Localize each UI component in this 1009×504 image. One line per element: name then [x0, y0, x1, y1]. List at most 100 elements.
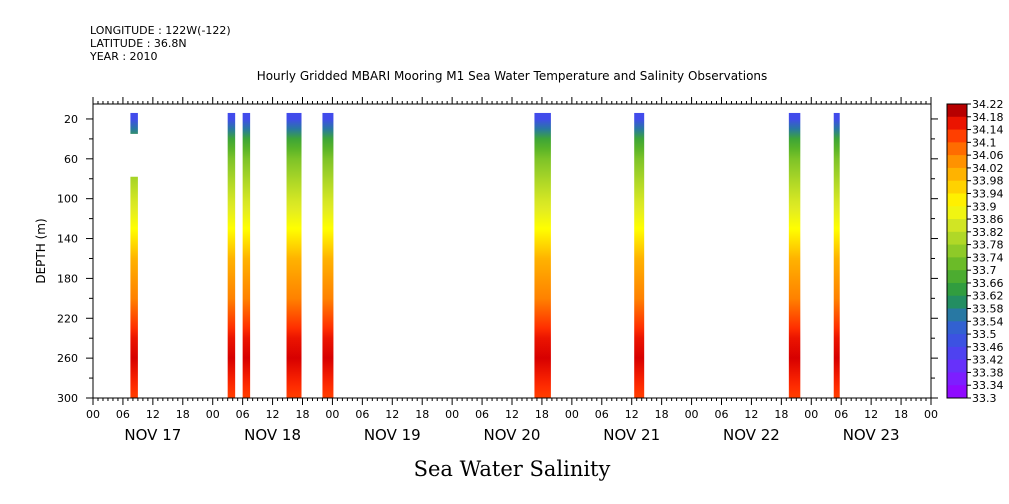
x-tick-label: 12: [146, 408, 160, 421]
colorbar-swatch: [947, 372, 967, 386]
plot-frame: [92, 103, 932, 399]
x-tick-label: 12: [864, 408, 878, 421]
data-column: [130, 112, 138, 398]
data-column: [242, 112, 251, 398]
x-tick-label: 06: [834, 408, 848, 421]
data-column: [322, 112, 334, 398]
colorbar-swatch: [947, 321, 967, 335]
day-label: NOV 21: [603, 426, 660, 444]
x-tick-label: 06: [595, 408, 609, 421]
x-tick-label: 06: [116, 408, 130, 421]
x-tick-label: 06: [715, 408, 729, 421]
colorbar-swatch: [947, 295, 967, 310]
y-tick-label: 180: [57, 272, 78, 285]
colorbar-swatch: [947, 193, 967, 207]
colorbar-label: 33.86: [972, 213, 1004, 226]
colorbar-swatch: [947, 334, 967, 348]
colorbar-swatch: [947, 282, 967, 297]
colorbar-swatch: [947, 129, 967, 143]
x-tick-label: 00: [565, 408, 579, 421]
colorbar-label: 33.46: [972, 341, 1004, 354]
colorbar-label: 33.78: [972, 239, 1004, 252]
x-tick-label: 18: [415, 408, 429, 421]
colorbar-label: 34.18: [972, 111, 1004, 124]
colorbar-swatch: [947, 104, 967, 118]
data-column: [833, 112, 840, 398]
colorbar-label: 33.5: [972, 328, 997, 341]
colorbar-swatch: [947, 359, 967, 373]
data-column: [227, 112, 236, 398]
colorbar-label: 33.94: [972, 187, 1004, 200]
colorbar-label: 34.06: [972, 149, 1004, 162]
colorbar-label: 33.9: [972, 200, 997, 213]
colorbar-label: 33.62: [972, 290, 1004, 303]
x-tick-label: 00: [804, 408, 818, 421]
chart-title: Hourly Gridded MBARI Mooring M1 Sea Wate…: [257, 69, 768, 83]
x-tick-label: 06: [236, 408, 250, 421]
latitude-label: LATITUDE : 36.8N: [90, 37, 187, 50]
x-tick-label: 00: [206, 408, 220, 421]
y-axis-label: DEPTH (m): [34, 218, 48, 283]
y-tick-label: 260: [57, 352, 78, 365]
colorbar-swatch: [947, 270, 967, 284]
colorbar-label: 33.7: [972, 264, 997, 277]
x-tick-label: 12: [625, 408, 639, 421]
x-tick-label: 06: [355, 408, 369, 421]
colorbar-swatch: [947, 167, 967, 182]
colorbar-swatch: [947, 308, 967, 322]
x-tick-label: 06: [475, 408, 489, 421]
x-tick-label: 00: [86, 408, 100, 421]
colorbar-label: 33.58: [972, 303, 1004, 316]
colorbar-label: 33.66: [972, 277, 1004, 290]
y-tick-label: 60: [64, 153, 78, 166]
colorbar-swatch: [947, 206, 967, 220]
x-tick-label: 00: [685, 408, 699, 421]
x-tick-label: 18: [176, 408, 190, 421]
x-tick-label: 12: [266, 408, 280, 421]
y-tick-label: 20: [64, 113, 78, 126]
day-label: NOV 18: [244, 426, 301, 444]
day-label: NOV 19: [364, 426, 421, 444]
y-tick-label: 100: [57, 193, 78, 206]
colorbar-swatch: [947, 385, 967, 399]
colorbar-swatch: [947, 219, 967, 233]
day-label: NOV 17: [124, 426, 181, 444]
colorbar-label: 33.3: [972, 392, 997, 405]
colorbar-swatch: [947, 257, 967, 271]
x-tick-label: 00: [924, 408, 938, 421]
day-label: NOV 23: [843, 426, 900, 444]
y-tick-label: 220: [57, 312, 78, 325]
data-gap: [129, 133, 139, 177]
colorbar-label: 34.14: [972, 124, 1004, 137]
x-tick-label: 18: [296, 408, 310, 421]
data-column: [788, 112, 801, 398]
x-tick-label: 00: [325, 408, 339, 421]
colorbar-swatch: [947, 180, 967, 194]
colorbar: 34.2234.1834.1434.134.0634.0233.9833.943…: [946, 98, 1004, 405]
day-label: NOV 20: [484, 426, 541, 444]
x-axis-label: Sea Water Salinity: [414, 457, 611, 481]
colorbar-label: 33.54: [972, 315, 1004, 328]
day-label: NOV 22: [723, 426, 780, 444]
axes: 00 06 12 18 00 06 12 18 00 06 12 18 00 06 12 18 00 06 12 18…: [57, 97, 938, 444]
colorbar-swatch: [947, 142, 967, 156]
y-tick-label: 300: [57, 392, 78, 405]
data-column: [534, 112, 551, 398]
colorbar-label: 33.82: [972, 226, 1004, 239]
longitude-label: LONGITUDE : 122W(-122): [90, 24, 231, 37]
colorbar-swatch: [947, 155, 967, 169]
colorbar-frame: [946, 103, 968, 399]
x-tick-label: 18: [774, 408, 788, 421]
year-label: YEAR : 2010: [90, 50, 158, 63]
x-tick-label: 18: [894, 408, 908, 421]
x-tick-label: 12: [744, 408, 758, 421]
x-tick-label: 00: [445, 408, 459, 421]
colorbar-swatch: [947, 116, 967, 131]
colorbar-label: 33.42: [972, 354, 1004, 367]
colorbar-label: 33.74: [972, 251, 1004, 264]
data-column: [286, 112, 302, 398]
colorbar-label: 33.38: [972, 366, 1004, 379]
data-column: [634, 112, 645, 398]
colorbar-swatch: [947, 346, 967, 361]
colorbar-swatch: [947, 244, 967, 258]
